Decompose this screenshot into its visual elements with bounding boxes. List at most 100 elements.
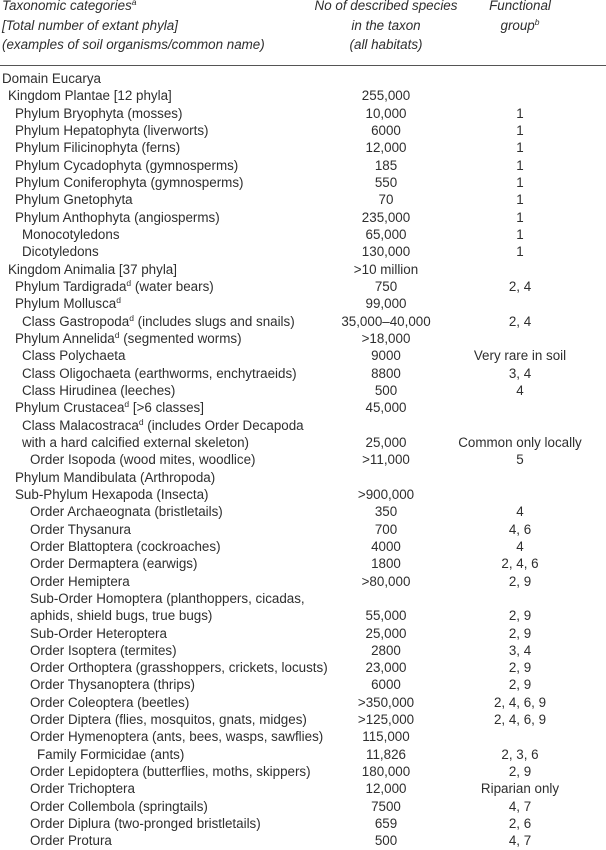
taxon-label: Kingdom Plantae [12 phyla]	[8, 87, 172, 104]
taxon-name: Kingdom Plantae [12 phyla]	[8, 88, 172, 104]
taxon-name: Phylum Gnetophyta	[15, 192, 133, 208]
species-count: 12,000	[365, 781, 407, 797]
species-count: 750	[374, 278, 398, 294]
functional-group: 1	[516, 209, 524, 225]
functional-group: 4	[516, 538, 524, 554]
taxon-name: Phylum Crustacea	[15, 400, 125, 416]
footnote-marker: d	[129, 312, 134, 323]
taxon-label: Order Isopoda (wood mites, woodlice)	[30, 451, 256, 468]
species-count: 255,000	[361, 88, 411, 104]
table-row: Order Archaeognata (bristletails) 350 4	[0, 503, 606, 520]
taxon-label: Phylum Gnetophyta	[15, 191, 133, 208]
taxon-label: Order Archaeognata (bristletails)	[30, 503, 223, 520]
table-row: Class Malacostracad (includes Order Deca…	[0, 417, 606, 434]
species-count: 23,000	[365, 660, 407, 676]
taxon-label: Phylum Molluscad	[15, 295, 121, 312]
functional-group: 2, 3, 6	[501, 746, 539, 762]
taxon-label: Order Hymenoptera (ants, bees, wasps, sa…	[30, 728, 323, 745]
species-count: 2800	[371, 642, 401, 658]
header-text: Taxonomic categories	[2, 0, 132, 13]
functional-group: 2, 9	[508, 625, 532, 641]
taxon-name: Order Coleoptera (beetles)	[30, 694, 190, 710]
table-row: Phylum Gnetophyta 70 1	[0, 191, 606, 208]
taxon-label: Phylum Crustacead [>6 classes]	[15, 399, 204, 416]
table-row: Kingdom Plantae [12 phyla] 255,000	[0, 87, 606, 104]
functional-group: 4, 7	[508, 833, 532, 849]
taxon-name: Class Polychaeta	[22, 348, 126, 364]
table-row: Phylum Tardigradad (water bears) 750 2, 4	[0, 278, 606, 295]
table-row: Dicotyledons 130,000 1	[0, 243, 606, 260]
header-col1-line2: [Total number of extant phyla]	[2, 17, 178, 33]
species-count: 185	[374, 157, 398, 173]
taxon-label: Order Blattoptera (cockroaches)	[30, 538, 221, 555]
functional-group: Common only locally	[458, 434, 582, 450]
taxon-name: Phylum Mollusca	[15, 296, 117, 312]
functional-group: 1	[516, 174, 524, 190]
table-row: aphids, shield bugs, true bugs) 55,000 2, …	[0, 607, 606, 624]
species-count: 10,000	[365, 105, 407, 121]
taxon-label: Phylum Anthophyta (angiosperms)	[15, 209, 220, 226]
taxon-label: Domain Eucarya	[2, 70, 101, 87]
functional-group: 3, 4	[508, 365, 532, 381]
species-count: 4000	[371, 538, 401, 554]
taxon-name: Sub-Order Homoptera (planthoppers, cicad…	[30, 590, 305, 606]
functional-group: 2, 6	[508, 816, 532, 832]
taxon-name: Monocotyledons	[22, 226, 120, 242]
functional-group: 2, 9	[508, 573, 532, 589]
functional-group: 4	[516, 382, 524, 398]
table-row: Order Blattoptera (cockroaches) 4000 4	[0, 538, 606, 555]
functional-group: 2, 9	[508, 677, 532, 693]
functional-group: 2, 4, 6, 9	[493, 694, 547, 710]
table-row: Class Hirudinea (leeches) 500 4	[0, 382, 606, 399]
functional-group: Very rare in soil	[473, 348, 567, 364]
species-count: 7500	[371, 798, 401, 814]
table-row: Phylum Hepatophyta (liverworts) 6000 1	[0, 122, 606, 139]
taxon-name: Order Diplura (two-pronged bristletails)	[30, 816, 261, 832]
taxon-label: Class Gastropodad (includes slugs and sn…	[22, 313, 295, 330]
table-row: Order Thysanoptera (thrips) 6000 2, 9	[0, 676, 606, 693]
species-count: 115,000	[362, 729, 410, 745]
taxon-name: Order Orthoptera (grasshoppers, crickets…	[30, 660, 328, 676]
taxon-label: Phylum Coniferophyta (gymnosperms)	[15, 174, 243, 191]
footnote-marker: d	[138, 416, 144, 427]
taxon-label: Class Polychaeta	[22, 347, 125, 364]
taxon-name: Phylum Anthophyta (angiosperms)	[15, 209, 220, 225]
table-row: Family Formicidae (ants) 11,826 2, 3, 6	[0, 746, 606, 763]
species-count: 45,000	[365, 400, 407, 416]
species-count: 11,826	[366, 746, 406, 762]
functional-group: 3, 4	[508, 642, 532, 658]
functional-group: 2, 4, 6, 9	[493, 712, 547, 728]
taxon-label: Phylum Filicinophyta (ferns)	[15, 139, 180, 156]
taxon-label: Class Oligochaeta (earthworms, enchytrae…	[22, 365, 297, 382]
header-col1-line3: (examples of soil organisms/common name)	[2, 37, 265, 52]
taxon-name: Order Trichoptera	[30, 781, 135, 797]
taxon-note: (includes slugs and snails)	[133, 313, 295, 329]
table-row: Order Hymenoptera (ants, bees, wasps, sa…	[0, 728, 606, 745]
species-count: 25,000	[365, 434, 407, 450]
table-row: Phylum Filicinophyta (ferns) 12,000 1	[0, 139, 606, 156]
taxon-label: Order Diplura (two-pronged bristletails)	[30, 815, 261, 832]
taxon-label: Order Thysanoptera (thrips)	[30, 676, 195, 693]
taxon-note: (segmented worms)	[119, 330, 242, 346]
table-row: Order Diplura (two-pronged bristletails)…	[0, 815, 606, 832]
table-row: Class Oligochaeta (earthworms, enchytrae…	[0, 365, 606, 382]
table-row: Sub-Order Heteroptera 25,000 2, 9	[0, 625, 606, 642]
taxon-label: Order Lepidoptera (butterflies, moths, s…	[30, 763, 311, 780]
species-count: 70	[378, 192, 394, 208]
taxon-label: Dicotyledons	[22, 243, 99, 260]
footnote-marker: a	[131, 0, 137, 7]
taxon-label: Order Isoptera (termites)	[30, 642, 177, 659]
functional-group: 1	[516, 122, 524, 138]
taxon-name: Kingdom Animalia [37 phyla]	[8, 261, 177, 277]
functional-group: 2, 9	[508, 764, 532, 780]
table-row: Class Polychaeta 9000 Very rare in soil	[0, 347, 606, 364]
taxon-name: with a hard calcified external skeleton)	[22, 434, 250, 450]
functional-group: 2, 4	[508, 313, 532, 329]
taxon-name: Phylum Hepatophyta (liverworts)	[15, 122, 209, 138]
species-count: 12,000	[365, 140, 407, 156]
functional-group: 4	[516, 504, 524, 520]
table-row: Order Protura 500 4, 7	[0, 832, 606, 849]
species-count: >80,000	[361, 573, 411, 589]
footnote-marker: d	[114, 329, 120, 340]
table-row: Domain Eucarya	[0, 70, 606, 87]
